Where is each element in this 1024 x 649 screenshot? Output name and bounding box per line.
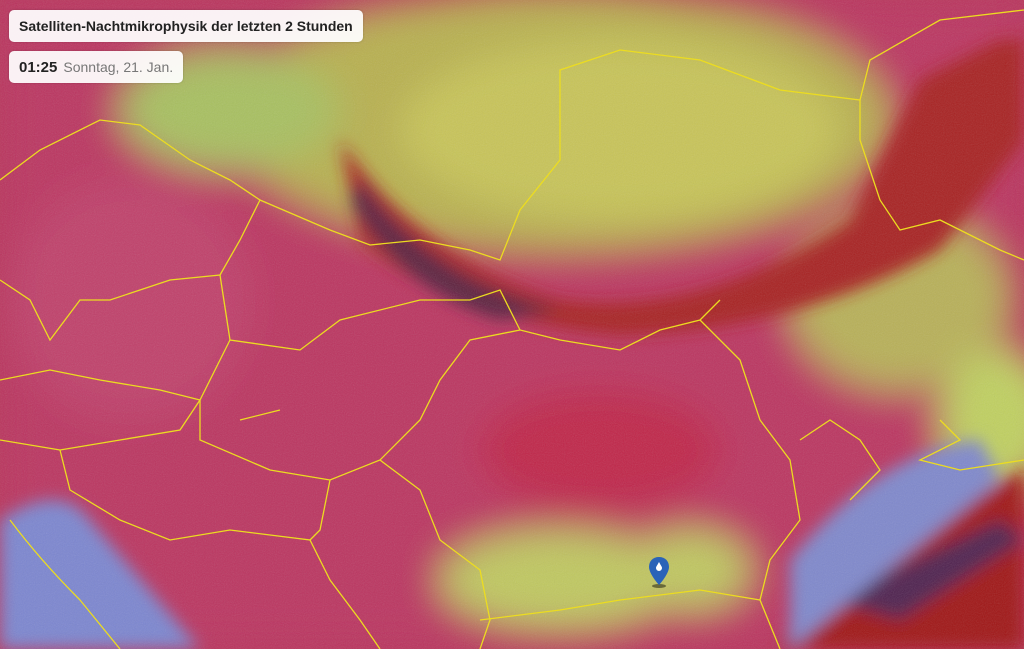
- location-pin-icon: [649, 557, 669, 588]
- map-title: Satelliten-Nachtmikrophysik der letzten …: [9, 10, 363, 42]
- date-label: Sonntag, 21. Jan.: [63, 59, 174, 75]
- timestamp-panel: 01:25 Sonntag, 21. Jan.: [9, 51, 184, 83]
- country-borders: [0, 9, 1024, 649]
- location-marker[interactable]: [648, 556, 670, 588]
- time-label: 01:25: [19, 59, 58, 76]
